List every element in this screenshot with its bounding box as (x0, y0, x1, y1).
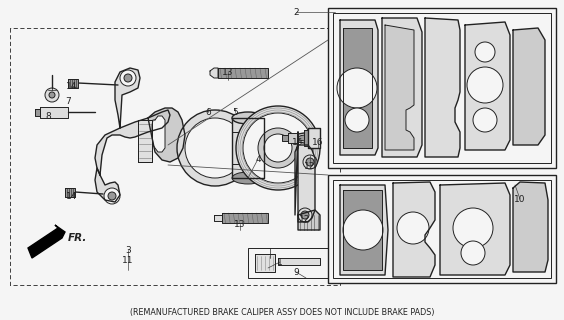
Ellipse shape (294, 133, 318, 143)
Polygon shape (343, 28, 372, 148)
Polygon shape (308, 128, 320, 148)
Polygon shape (222, 213, 268, 223)
Polygon shape (343, 190, 382, 270)
Circle shape (467, 67, 503, 103)
Polygon shape (440, 183, 510, 275)
Circle shape (473, 108, 497, 132)
Text: FR.: FR. (68, 233, 87, 243)
Polygon shape (152, 116, 165, 152)
Polygon shape (95, 110, 170, 175)
Circle shape (264, 134, 292, 162)
Polygon shape (35, 109, 40, 116)
Circle shape (303, 155, 317, 169)
Polygon shape (214, 215, 222, 221)
Circle shape (461, 241, 485, 265)
Polygon shape (255, 254, 275, 272)
Polygon shape (340, 185, 388, 275)
Bar (333, 13, 551, 163)
Text: 1: 1 (277, 258, 283, 267)
Polygon shape (28, 225, 65, 258)
Polygon shape (385, 25, 414, 150)
Polygon shape (210, 68, 218, 78)
Bar (248, 248, 328, 278)
Text: 7: 7 (65, 97, 71, 106)
Polygon shape (115, 68, 140, 128)
Polygon shape (40, 107, 68, 118)
Circle shape (306, 158, 314, 166)
Circle shape (124, 74, 132, 82)
Circle shape (343, 210, 383, 250)
Text: 3: 3 (125, 246, 131, 255)
Text: 12: 12 (299, 215, 311, 224)
Polygon shape (218, 68, 268, 78)
Text: 14: 14 (67, 192, 78, 201)
Ellipse shape (298, 135, 314, 141)
Polygon shape (232, 118, 264, 178)
Circle shape (108, 192, 116, 200)
Polygon shape (288, 133, 298, 143)
Text: 13: 13 (234, 220, 246, 229)
Polygon shape (304, 130, 308, 146)
Polygon shape (425, 18, 460, 157)
Circle shape (120, 70, 136, 86)
Circle shape (475, 42, 495, 62)
Text: 9: 9 (293, 268, 299, 277)
Circle shape (397, 212, 429, 244)
Circle shape (236, 106, 320, 190)
Text: 10: 10 (514, 195, 526, 204)
Text: 6: 6 (205, 108, 211, 117)
Bar (138, 120, 152, 162)
Text: 15: 15 (292, 138, 304, 147)
Text: 13: 13 (222, 68, 233, 77)
Text: 16: 16 (312, 138, 324, 147)
Bar (328, 175, 556, 283)
Text: 2: 2 (293, 8, 299, 17)
Circle shape (49, 92, 55, 98)
Polygon shape (295, 132, 315, 222)
Polygon shape (65, 188, 75, 197)
Polygon shape (465, 22, 510, 150)
Ellipse shape (232, 112, 264, 124)
Circle shape (298, 208, 312, 222)
Circle shape (104, 188, 120, 204)
Polygon shape (340, 20, 378, 155)
Polygon shape (382, 18, 422, 157)
Polygon shape (95, 168, 120, 202)
Bar (333, 180, 551, 278)
Polygon shape (148, 108, 185, 162)
Text: 11: 11 (122, 256, 134, 265)
Polygon shape (278, 258, 320, 265)
Bar (328, 8, 556, 168)
Circle shape (453, 208, 493, 248)
Text: 12: 12 (305, 162, 316, 171)
Circle shape (45, 88, 59, 102)
Circle shape (258, 128, 298, 168)
Circle shape (243, 113, 313, 183)
Circle shape (185, 118, 245, 178)
Circle shape (345, 108, 369, 132)
Text: 4: 4 (255, 155, 261, 164)
Text: 8: 8 (45, 112, 51, 121)
Polygon shape (393, 182, 435, 277)
Polygon shape (513, 182, 548, 272)
Circle shape (177, 110, 253, 186)
Polygon shape (68, 79, 78, 88)
Polygon shape (513, 28, 545, 145)
Circle shape (301, 211, 309, 219)
Polygon shape (220, 120, 232, 176)
Ellipse shape (232, 172, 264, 184)
Text: 5: 5 (232, 108, 238, 117)
Polygon shape (282, 135, 288, 141)
Text: 14: 14 (67, 82, 78, 91)
Circle shape (337, 68, 377, 108)
Polygon shape (138, 120, 152, 162)
Text: (REMANUFACTURED BRAKE CALIPER ASSY DOES NOT INCLUDE BRAKE PADS): (REMANUFACTURED BRAKE CALIPER ASSY DOES … (130, 308, 434, 317)
Polygon shape (298, 210, 320, 230)
